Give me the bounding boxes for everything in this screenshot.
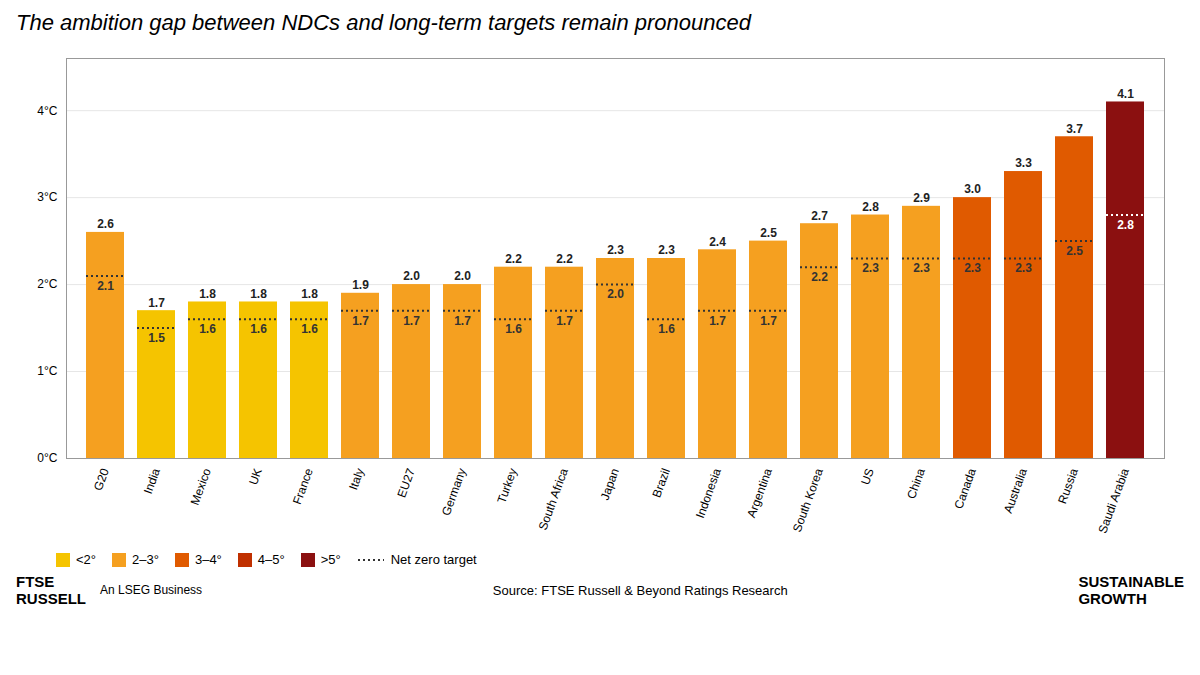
svg-text:2.1: 2.1 — [97, 279, 114, 293]
svg-text:2.3: 2.3 — [658, 243, 675, 257]
svg-text:Russia: Russia — [1055, 466, 1081, 506]
svg-text:1.5: 1.5 — [148, 331, 165, 345]
svg-text:2.7: 2.7 — [811, 209, 828, 223]
svg-text:2.3: 2.3 — [1015, 261, 1032, 275]
svg-text:1.7: 1.7 — [709, 314, 726, 328]
svg-text:1.6: 1.6 — [301, 322, 318, 336]
svg-text:2.5: 2.5 — [1066, 244, 1083, 258]
svg-text:G20: G20 — [91, 466, 112, 492]
html-text:>5°: >5° — [320, 552, 341, 567]
svg-text:2.2: 2.2 — [556, 252, 573, 266]
svg-text:1.6: 1.6 — [658, 322, 675, 336]
svg-text:France: France — [290, 466, 316, 506]
html-text:2–3°: 2–3° — [132, 552, 159, 567]
html-text:FTSE RUSSELL: FTSE RUSSELL — [16, 573, 86, 607]
svg-text:2°C: 2°C — [37, 277, 57, 291]
svg-text:2.0: 2.0 — [454, 269, 471, 283]
svg-text:Indonesia: Indonesia — [693, 466, 724, 520]
svg-text:1.8: 1.8 — [301, 287, 318, 301]
html-text:<2°: <2° — [76, 552, 96, 567]
svg-text:China: China — [904, 466, 928, 501]
svg-text:2.5: 2.5 — [760, 226, 777, 240]
svg-text:Canada: Canada — [951, 466, 979, 511]
svg-text:US: US — [858, 466, 877, 486]
svg-text:1.7: 1.7 — [403, 314, 420, 328]
svg-text:3.0: 3.0 — [964, 182, 981, 196]
svg-text:1.7: 1.7 — [148, 296, 165, 310]
svg-text:3.7: 3.7 — [1066, 122, 1083, 136]
svg-text:2.3: 2.3 — [913, 261, 930, 275]
svg-text:1.9: 1.9 — [352, 278, 369, 292]
svg-text:2.3: 2.3 — [607, 243, 624, 257]
svg-text:1.7: 1.7 — [352, 314, 369, 328]
svg-text:3.3: 3.3 — [1015, 156, 1032, 170]
svg-text:2.0: 2.0 — [607, 287, 624, 301]
html-text:Source: FTSE Russell & Beyond: Source: FTSE Russell & Beyond Ratings Re… — [492, 582, 788, 598]
svg-text:3°C: 3°C — [37, 190, 57, 204]
svg-text:1.8: 1.8 — [250, 287, 267, 301]
svg-text:Turkey: Turkey — [494, 466, 520, 505]
html-text:3–4°: 3–4° — [194, 552, 222, 567]
svg-text:4.1: 4.1 — [1117, 87, 1134, 101]
svg-text:2.4: 2.4 — [709, 235, 726, 249]
svg-text:South Africa: South Africa — [536, 466, 571, 532]
svg-text:Germany: Germany — [439, 466, 469, 517]
svg-text:2.3: 2.3 — [964, 261, 981, 275]
svg-text:1.6: 1.6 — [250, 322, 267, 336]
svg-text:0°C: 0°C — [37, 451, 57, 465]
svg-text:1.7: 1.7 — [760, 314, 777, 328]
html-text:4–5°: 4–5° — [257, 552, 285, 567]
svg-text:India: India — [141, 466, 163, 496]
svg-text:Italy: Italy — [346, 466, 367, 491]
svg-text:2.2: 2.2 — [811, 270, 828, 284]
svg-text:2.3: 2.3 — [862, 261, 879, 275]
svg-text:UK: UK — [246, 466, 265, 486]
svg-text:2.8: 2.8 — [1117, 218, 1134, 232]
svg-text:Japan: Japan — [598, 466, 622, 502]
svg-text:Argentina: Argentina — [744, 466, 775, 519]
svg-text:2.2: 2.2 — [505, 252, 522, 266]
svg-text:Australia: Australia — [1001, 466, 1030, 515]
html-text:The ambition gap between NDCs: The ambition gap between NDCs and long-t… — [16, 10, 751, 35]
svg-text:1.6: 1.6 — [505, 322, 522, 336]
svg-text:2.8: 2.8 — [862, 200, 879, 214]
svg-text:4°C: 4°C — [37, 104, 57, 118]
svg-text:1.6: 1.6 — [199, 322, 216, 336]
svg-text:1.8: 1.8 — [199, 287, 216, 301]
svg-text:2.0: 2.0 — [403, 269, 420, 283]
svg-text:Mexico: Mexico — [188, 466, 214, 507]
html-text:SUSTAINABLE GROWTH: SUSTAINABLE GROWTH — [1078, 573, 1184, 607]
svg-text:Saudi Arabia: Saudi Arabia — [1095, 466, 1132, 535]
svg-text:1.7: 1.7 — [454, 314, 471, 328]
svg-text:EU27: EU27 — [395, 466, 419, 499]
svg-text:South Korea: South Korea — [790, 466, 826, 534]
svg-text:1°C: 1°C — [37, 364, 57, 378]
html-text:An LSEG Business: An LSEG Business — [100, 583, 203, 597]
svg-text:2.9: 2.9 — [913, 191, 930, 205]
svg-text:Brazil: Brazil — [650, 466, 673, 499]
html-text:Net zero target: Net zero target — [390, 552, 477, 567]
svg-text:2.6: 2.6 — [97, 217, 114, 231]
svg-text:1.7: 1.7 — [556, 314, 573, 328]
